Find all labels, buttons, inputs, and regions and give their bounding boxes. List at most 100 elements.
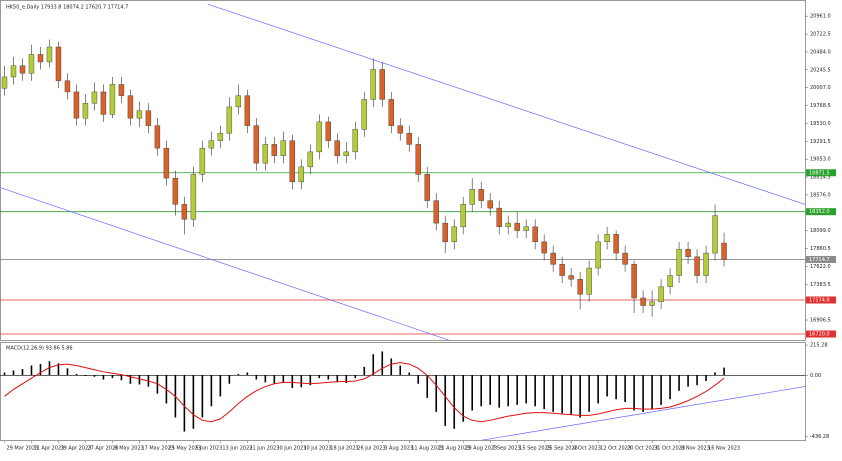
level-label: 17714.7	[809, 257, 830, 263]
x-tick-label: 8 May 2023	[114, 446, 143, 452]
candle-body	[613, 234, 619, 254]
candle-body	[622, 252, 628, 265]
y-tick-label: 18099.0	[810, 228, 831, 234]
y-tick-label: 17383.5	[810, 282, 831, 288]
candle-body	[100, 91, 107, 115]
candle-body	[181, 204, 188, 220]
main-frame	[0, 0, 806, 341]
candle-body	[10, 65, 17, 78]
x-tick-label: 4 Oct 2023	[573, 446, 601, 452]
chart-title: HK50_e,Daily 17933.8 18074.2 17620.7 177…	[6, 5, 128, 11]
x-tick-label: 3 Aug 2023	[384, 446, 413, 452]
x-tick-label: 21 Jun 2023	[249, 446, 279, 452]
candle-body	[694, 256, 700, 276]
candle-body	[532, 226, 538, 243]
x-tick-label: 25 Sep 2023	[546, 446, 578, 452]
candle-body	[208, 140, 215, 149]
candle-body	[379, 69, 385, 100]
candle-body	[649, 301, 655, 306]
y-tick-label: 18814.5	[810, 175, 831, 181]
candle-body	[640, 297, 646, 306]
y-tick-label: 20722.5	[810, 32, 831, 38]
candle-body	[478, 189, 484, 201]
x-tick-label: 11 Apr 2023	[33, 446, 64, 452]
candle-body	[280, 140, 287, 156]
candle-body	[154, 125, 161, 149]
x-tick-label: 29 Mar 2023	[6, 446, 38, 452]
candle-body	[217, 132, 224, 141]
level-label-box	[806, 255, 836, 263]
candle-body	[55, 46, 62, 81]
level-label-box	[806, 208, 836, 216]
candle-body	[235, 95, 242, 108]
candle-body	[91, 91, 98, 104]
candle-body	[460, 204, 466, 228]
y-tick-label: 19768.5	[810, 103, 831, 109]
candle-body	[433, 200, 439, 224]
candle-body	[487, 200, 493, 209]
x-tick-label: 11 Aug 2023	[411, 446, 443, 452]
candle-body	[271, 144, 278, 156]
y-tick-label: 20007.0	[810, 85, 831, 91]
candle-body	[496, 207, 502, 228]
x-tick-label: 19 Apr 2023	[60, 446, 91, 452]
candle-body	[388, 99, 394, 126]
macd-frame	[0, 342, 806, 441]
candle-body	[199, 147, 206, 175]
macd-title: MACD(12,26,9) 93.86 5.86	[6, 346, 73, 352]
x-tick-label: 20 Oct 2023	[627, 446, 658, 452]
level-label: 18352.0	[809, 209, 830, 215]
candle-body	[550, 252, 556, 265]
candle-body	[370, 69, 376, 100]
candle-body	[307, 151, 314, 168]
candle-body	[82, 102, 89, 119]
candle-body	[595, 241, 601, 269]
level-label-box	[806, 330, 836, 338]
x-tick-label: 12 Oct 2023	[600, 446, 631, 452]
candle-body	[334, 140, 340, 156]
signal-line	[4, 362, 725, 423]
candle-body	[685, 249, 691, 258]
candle-body	[451, 226, 457, 243]
candle-body	[37, 54, 44, 63]
candle-body	[316, 121, 323, 153]
x-tick-label: 15 Sep 2023	[519, 446, 551, 452]
y-tick-label: 20245.5	[810, 67, 831, 73]
y-tick-label: 19291.5	[810, 139, 831, 145]
candle-body	[163, 147, 170, 179]
candle-body	[397, 125, 403, 134]
x-tick-label: 21 Aug 2023	[438, 446, 470, 452]
candle-body	[28, 54, 35, 74]
y-tick-label: 0.00	[810, 373, 821, 379]
x-tick-label: 31 Oct 2023	[654, 446, 685, 452]
x-tick-label: 7 Sep 2023	[492, 446, 521, 452]
y-tick-label: 17622.0	[810, 264, 831, 270]
candle-body	[244, 95, 251, 126]
y-tick-label: 19530.0	[810, 121, 831, 127]
candle-body	[127, 95, 134, 119]
x-tick-label: 13 Jun 2023	[222, 446, 252, 452]
y-tick-label: 19053.0	[810, 157, 831, 163]
y-tick-label: 17860.5	[810, 246, 831, 252]
candle-body	[46, 46, 53, 63]
candle-body	[73, 91, 80, 119]
candle-body	[658, 286, 664, 302]
candle-body	[541, 241, 547, 254]
x-tick-label: 26 Jul 2023	[357, 446, 385, 452]
trendline	[207, 3, 805, 205]
candle-body	[559, 264, 565, 276]
candle-body	[505, 222, 511, 228]
candle-body	[361, 99, 367, 130]
level-label: 18871.5	[809, 170, 830, 176]
candle-body	[145, 110, 152, 126]
level-label-box	[806, 169, 836, 177]
candle-body	[568, 275, 574, 280]
x-tick-label: 25 May 2023	[168, 446, 201, 452]
level-label: 17174.0	[809, 297, 830, 303]
candle-body	[64, 80, 71, 93]
candle-body	[586, 267, 592, 295]
x-tick-label: 16 Nov 2023	[708, 446, 740, 452]
candle-body	[703, 252, 709, 276]
